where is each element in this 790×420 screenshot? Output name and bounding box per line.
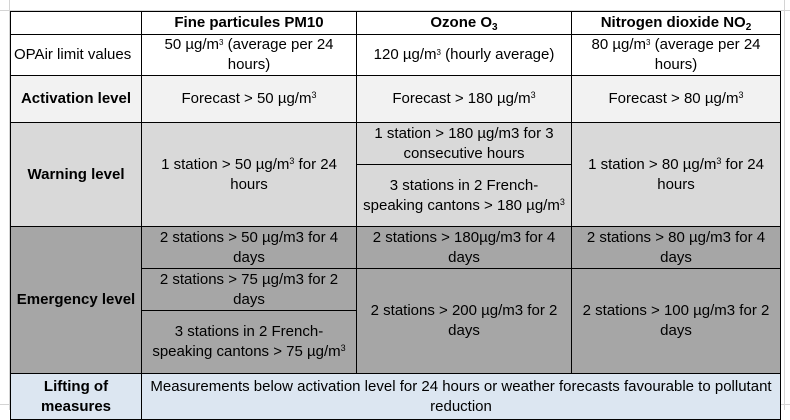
activation-level-label[interactable]: Activation level: [10, 75, 142, 123]
activation-ozone[interactable]: Forecast > 180 µg/m3: [356, 75, 572, 123]
activation-pm10[interactable]: Forecast > 50 µg/m3: [141, 75, 357, 123]
emergency-no2-a[interactable]: 2 stations > 80 µg/m3 for 4 days: [571, 226, 781, 269]
header-pm10[interactable]: Fine particules PM10: [141, 11, 357, 35]
limit-pm10[interactable]: 50 µg/m3 (average per 24 hours): [141, 34, 357, 76]
emergency-pm10-a[interactable]: 2 stations > 50 µg/m3 for 4 days: [141, 226, 357, 269]
lifting-of-measures-label[interactable]: Lifting of measures: [10, 373, 142, 420]
header-corner-cell[interactable]: [10, 11, 142, 35]
activation-row: Activation level Forecast > 50 µg/m3 For…: [10, 75, 781, 123]
emergency-row-a: Emergency level 2 stations > 50 µg/m3 fo…: [10, 226, 781, 374]
header-ozone[interactable]: Ozone O3: [356, 11, 572, 35]
limit-ozone[interactable]: 120 µg/m3 (hourly average): [356, 34, 572, 76]
emergency-pm10-b[interactable]: 2 stations > 75 µg/m3 for 2 days: [141, 268, 357, 311]
lifting-text[interactable]: Measurements below activation level for …: [141, 373, 781, 420]
warning-level-label[interactable]: Warning level: [10, 122, 142, 227]
warning-row-a: Warning level 1 station > 50 µg/m3 for 2…: [10, 122, 781, 227]
warning-ozone-a[interactable]: 1 station > 180 µg/m3 for 3 consecutive …: [356, 122, 572, 165]
limit-values-label[interactable]: OPAir limit values: [10, 34, 142, 76]
header-row: Fine particules PM10 Ozone O3 Nitrogen d…: [10, 11, 781, 35]
lifting-row: Lifting of measures Measurements below a…: [10, 373, 781, 420]
limit-no2[interactable]: 80 µg/m3 (average per 24 hours): [571, 34, 781, 76]
emergency-ozone-a[interactable]: 2 stations > 180µg/m3 for 4 days: [356, 226, 572, 269]
header-no2[interactable]: Nitrogen dioxide NO2: [571, 11, 781, 35]
warning-pm10[interactable]: 1 station > 50 µg/m3 for 24 hours: [141, 122, 357, 227]
emergency-row-b: 2 stations > 75 µg/m3 for 2 days 2 stati…: [11, 268, 781, 374]
emergency-row-c: 3 stations in 2 French-speaking cantons …: [11, 310, 781, 374]
gridline: [9, 0, 10, 410]
limit-values-row: OPAir limit values 50 µg/m3 (average per…: [10, 34, 781, 76]
warning-no2[interactable]: 1 station > 80 µg/m3 for 24 hours: [571, 122, 781, 227]
emergency-pm10-c[interactable]: 3 stations in 2 French-speaking cantons …: [141, 310, 357, 374]
activation-no2[interactable]: Forecast > 80 µg/m3: [571, 75, 781, 123]
gridline: [784, 0, 785, 410]
warning-ozone-b[interactable]: 3 stations in 2 French-speaking cantons …: [356, 164, 572, 227]
emergency-level-label[interactable]: Emergency level: [10, 226, 142, 374]
emergency-no2-b[interactable]: 2 stations > 100 µg/m3 for 2 days: [571, 268, 781, 374]
warning-row-b: 3 stations in 2 French-speaking cantons …: [11, 164, 781, 227]
emergency-ozone-b[interactable]: 2 stations > 200 µg/m3 for 2 days: [356, 268, 572, 374]
pollution-thresholds-table: Fine particules PM10 Ozone O3 Nitrogen d…: [10, 11, 781, 420]
gridline: [0, 10, 790, 11]
